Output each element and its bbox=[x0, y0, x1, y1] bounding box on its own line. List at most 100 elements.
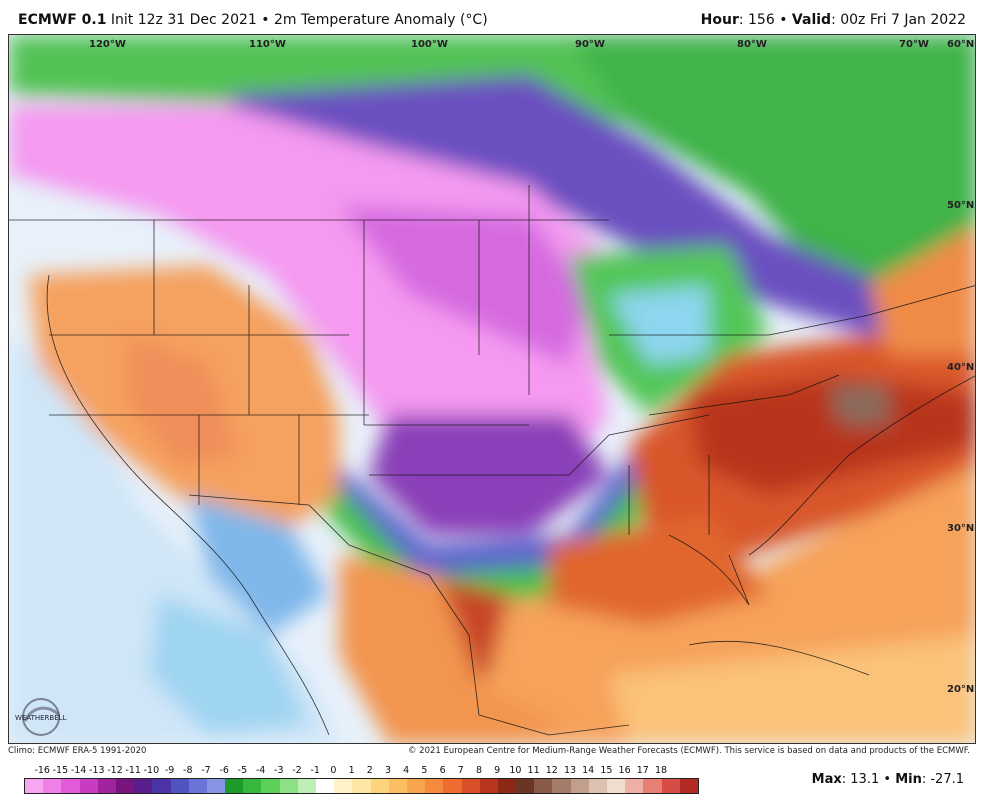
anomaly-shading bbox=[9, 35, 975, 743]
colorbar-swatch bbox=[261, 779, 280, 793]
colorbar-tick-label: 0 bbox=[330, 765, 337, 776]
colorbar-swatch bbox=[115, 779, 135, 793]
valid-time: Hour: 156 • Valid: 00z Fri 7 Jan 2022 bbox=[700, 12, 966, 28]
colorbar-swatch bbox=[497, 779, 517, 793]
colorbar-tick-label: 13 bbox=[563, 765, 577, 776]
colorbar-swatch bbox=[334, 779, 353, 793]
colorbar-swatch bbox=[243, 779, 262, 793]
colorbar-swatch bbox=[534, 779, 553, 793]
colorbar-swatch bbox=[225, 779, 244, 793]
colorbar-swatch bbox=[679, 779, 698, 793]
colorbar-swatch bbox=[643, 779, 662, 793]
colorbar-tick-label: -5 bbox=[237, 765, 248, 776]
colorbar-swatch bbox=[206, 779, 226, 793]
colorbar-swatch bbox=[352, 779, 371, 793]
colorbar-swatch bbox=[388, 779, 407, 793]
colorbar-tick-label: 18 bbox=[654, 765, 668, 776]
lat-label-50n: 50°N bbox=[947, 200, 975, 211]
colorbar-tick-label: 2 bbox=[366, 765, 373, 776]
colorbar-swatch bbox=[279, 779, 298, 793]
colorbar-tick-label: -8 bbox=[183, 765, 193, 776]
border-lines bbox=[9, 185, 975, 736]
colorbar-tick-label: 12 bbox=[545, 765, 558, 776]
colorbar-tick-label: 4 bbox=[403, 765, 410, 776]
logo-text: WEATHERBELL bbox=[15, 714, 67, 722]
lon-label-110w: 110°W bbox=[249, 39, 286, 50]
lat-label-30n: 30°N bbox=[947, 523, 975, 534]
colorbar-swatch bbox=[170, 779, 189, 793]
colorbar-tick-label: 17 bbox=[636, 765, 649, 776]
colorbar-tick-label: 7 bbox=[457, 765, 464, 776]
colorbar-tick-label: -7 bbox=[201, 765, 211, 776]
colorbar-swatch bbox=[152, 779, 171, 793]
colorbar-swatch bbox=[97, 779, 116, 793]
colorbar-tick-label: 1 bbox=[348, 765, 355, 776]
colorbar-swatch bbox=[370, 779, 389, 793]
colorbar-tick-label: 3 bbox=[384, 765, 392, 776]
colorbar-tick-label: -15 bbox=[52, 765, 69, 776]
valid-date: : 00z Fri 7 Jan 2022 bbox=[831, 12, 966, 28]
colorbar-tick-label: 5 bbox=[421, 765, 428, 776]
model-name: ECMWF 0.1 bbox=[18, 12, 107, 28]
map-graphic bbox=[9, 35, 975, 743]
colorbar-tick-label: 10 bbox=[509, 765, 522, 776]
lat-label-40n: 40°N bbox=[947, 362, 975, 373]
lon-label-90w: 90°W bbox=[575, 39, 605, 50]
colorbar-swatch bbox=[425, 779, 444, 793]
colorbar-tick-label: 11 bbox=[527, 765, 540, 776]
colorbar-swatch bbox=[479, 779, 498, 793]
colorbar-tick-label: -9 bbox=[164, 765, 175, 776]
colorbar-swatch bbox=[43, 779, 62, 793]
colorbar-swatch bbox=[607, 779, 626, 793]
colorbar-tick-label: -14 bbox=[70, 765, 87, 776]
lat-label-20n: 20°N bbox=[947, 684, 975, 695]
colorbar-tick-label: 15 bbox=[600, 765, 613, 776]
colorbar bbox=[24, 778, 699, 794]
colorbar-tick-label: -3 bbox=[274, 765, 284, 776]
colorbar-swatch bbox=[516, 779, 535, 793]
copyright-note: © 2021 European Centre for Medium-Range … bbox=[407, 746, 970, 756]
lon-label-100w: 100°W bbox=[411, 39, 448, 50]
lon-label-70w: 70°W bbox=[899, 39, 929, 50]
colorbar-tick-label: -16 bbox=[34, 765, 50, 776]
colorbar-swatch bbox=[570, 779, 589, 793]
colorbar-tick-label: 9 bbox=[494, 765, 501, 776]
forecast-hour: : 156 bbox=[738, 12, 775, 28]
colorbar-tick-label: -12 bbox=[107, 765, 123, 776]
colorbar-tick-label: -4 bbox=[255, 765, 266, 776]
colorbar-swatch bbox=[316, 779, 335, 793]
colorbar-swatch bbox=[188, 779, 207, 793]
title: ECMWF 0.1 Init 12z 31 Dec 2021 • 2m Temp… bbox=[18, 12, 488, 28]
init-time: Init 12z 31 Dec 2021 bbox=[110, 12, 257, 28]
colorbar-swatch bbox=[443, 779, 462, 793]
anomaly-map: 120°W 110°W 100°W 90°W 80°W 70°W 60°N 50… bbox=[8, 34, 976, 744]
colorbar-swatch bbox=[588, 779, 607, 793]
colorbar-tick-label: -1 bbox=[310, 765, 320, 776]
colorbar-swatch bbox=[25, 779, 44, 793]
colorbar-swatch bbox=[134, 779, 153, 793]
colorbar-tick-label: 14 bbox=[582, 765, 595, 776]
colorbar-swatch bbox=[461, 779, 480, 793]
colorbar-tick-label: -2 bbox=[292, 765, 302, 776]
lon-label-120w: 120°W bbox=[89, 39, 126, 50]
colorbar-swatch bbox=[61, 779, 80, 793]
colorbar-ticks: -16 -15 -14 -13 -12 -11 -10 -9 -8 -7 -6 -5 -4 -3 -2 -1 0… bbox=[24, 765, 706, 777]
header-bar: ECMWF 0.1 Init 12z 31 Dec 2021 • 2m Temp… bbox=[0, 0, 984, 34]
lon-label-80w: 80°W bbox=[737, 39, 767, 50]
max-value: : 13.1 bbox=[841, 772, 880, 787]
max-min-stats: Max: 13.1 • Min: -27.1 bbox=[811, 772, 964, 787]
climo-note: Climo: ECMWF ERA-5 1991-2020 bbox=[8, 746, 147, 756]
colorbar-swatch bbox=[79, 779, 98, 793]
colorbar-swatch bbox=[297, 779, 316, 793]
min-value: : -27.1 bbox=[921, 772, 964, 787]
colorbar-swatch bbox=[661, 779, 680, 793]
colorbar-swatch bbox=[552, 779, 571, 793]
colorbar-tick-label: -6 bbox=[219, 765, 229, 776]
product-name: 2m Temperature Anomaly (°C) bbox=[273, 12, 488, 28]
colorbar-swatch bbox=[625, 779, 644, 793]
colorbar-tick-label: 8 bbox=[475, 765, 483, 776]
lat-label-60n: 60°N bbox=[947, 39, 975, 50]
colorbar-tick-label: -13 bbox=[89, 765, 105, 776]
colorbar-swatch bbox=[406, 779, 426, 793]
colorbar-tick-label: -10 bbox=[143, 765, 160, 776]
